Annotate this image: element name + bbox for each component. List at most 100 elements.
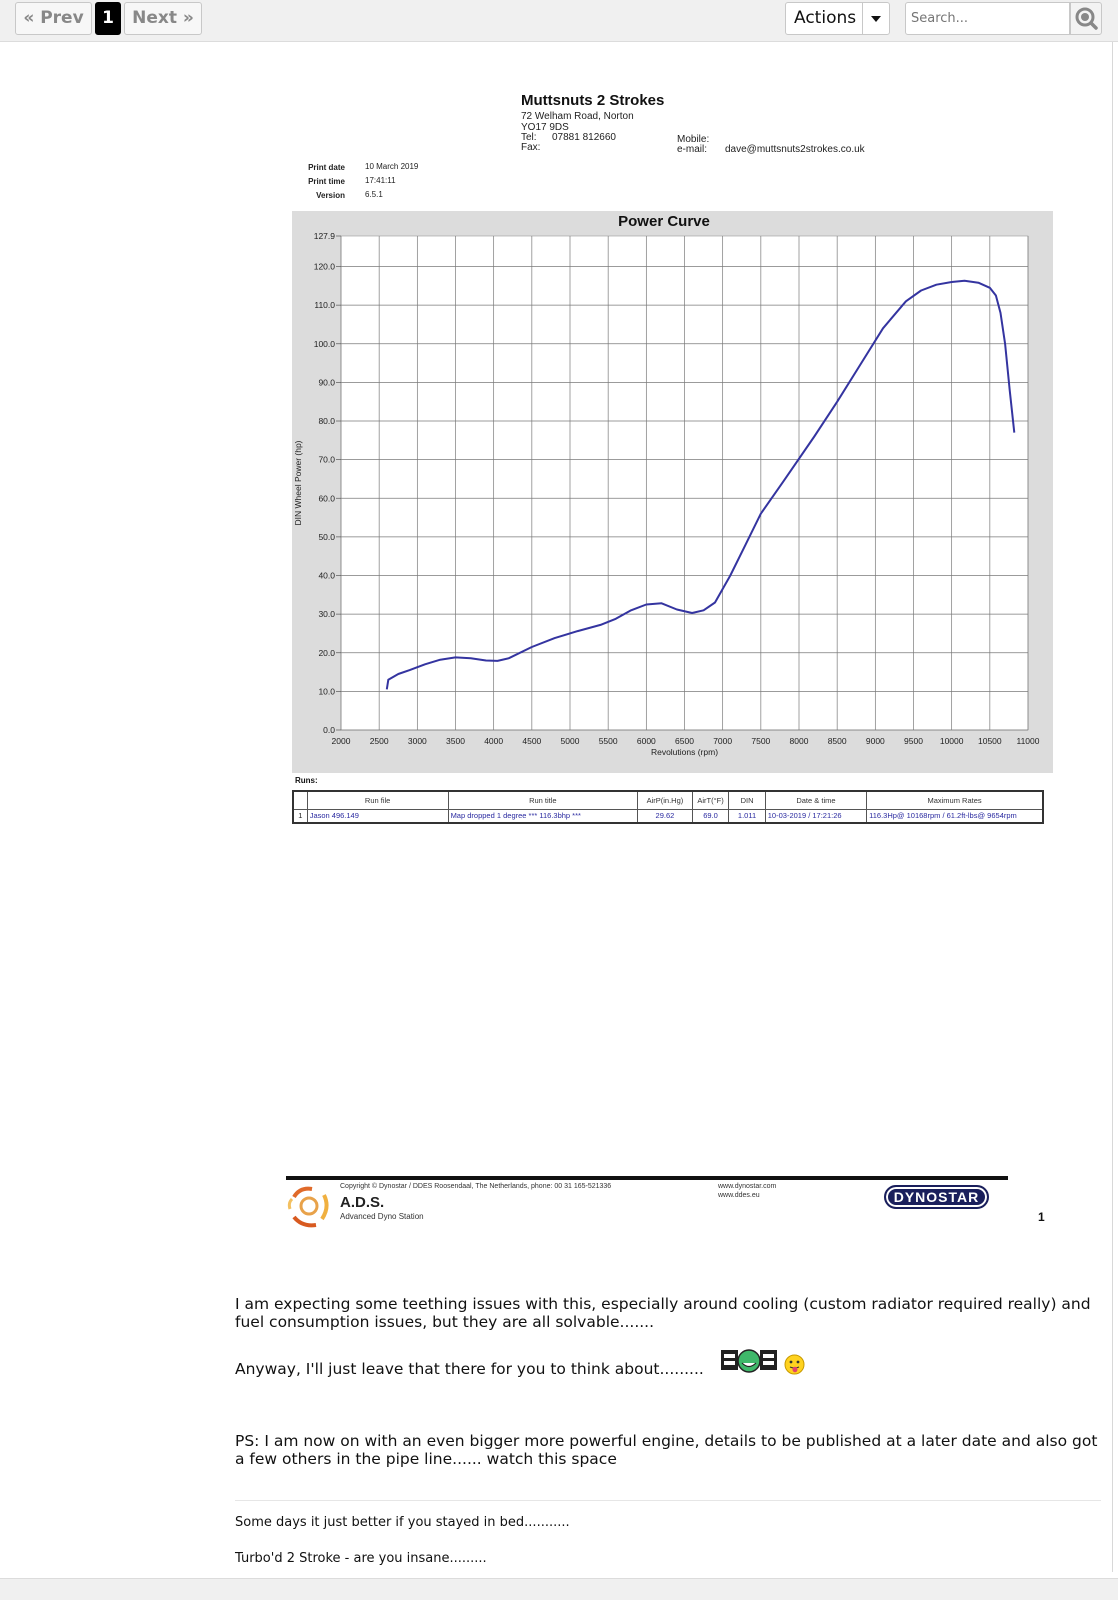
post-paragraph-2: Anyway, I'll just leave that there for y…	[235, 1360, 1101, 1378]
table-cell: 1.011	[728, 808, 766, 824]
x-tick-label: 7500	[751, 736, 770, 746]
y-tick-label: 0.0	[323, 725, 335, 735]
y-tick-label: 20.0	[318, 648, 335, 658]
runs-label: Runs:	[295, 776, 318, 785]
runs-col-max-rates: Maximum Rates	[866, 790, 1044, 810]
post-paragraph-1: I am expecting some teething issues with…	[235, 1295, 1091, 1331]
power-series-line	[385, 279, 1016, 690]
runs-col-airt: AirT(°F)	[691, 790, 730, 810]
print-time-label: Print time	[308, 177, 345, 186]
website-ddes: www.ddes.eu	[718, 1192, 760, 1199]
print-date-value: 10 March 2019	[365, 162, 419, 171]
dynostar-logo: DYNOSTAR	[884, 1185, 989, 1209]
company-tel: 07881 812660	[552, 132, 616, 143]
x-tick-label: 10500	[978, 736, 1002, 746]
x-tick-label: 7000	[713, 736, 732, 746]
chevron-down-icon	[862, 3, 889, 34]
company-email: dave@muttsnuts2strokes.co.uk	[725, 144, 865, 155]
x-tick-label: 6000	[637, 736, 656, 746]
y-tick-label: 110.0	[314, 300, 335, 310]
x-tick-label: 9500	[904, 736, 923, 746]
x-tick-label: 5000	[561, 736, 580, 746]
power-curve-chart: Power Curve 2000 2500 3000 3500 4000 4500 5000 5…	[292, 211, 1053, 773]
y-tick-label: 80.0	[318, 416, 335, 426]
search-button[interactable]	[1070, 2, 1102, 35]
runs-table-header: Run file Run title AirP(in.Hg) AirT(°F) …	[292, 790, 1044, 810]
table-row: 1 Jason 496.149 Map dropped 1 degree ***…	[292, 808, 1044, 824]
table-cell: 69.0	[691, 808, 730, 824]
print-time-value: 17:41:11	[365, 176, 396, 185]
x-tick-label: 8500	[828, 736, 847, 746]
ads-subtitle: Advanced Dyno Station	[340, 1212, 424, 1221]
content-border	[1112, 42, 1113, 1572]
current-page-button[interactable]: 1	[95, 2, 121, 35]
x-tick-label: 9000	[866, 736, 885, 746]
x-tick-label: 3000	[408, 736, 427, 746]
x-tick-label: 10000	[940, 736, 964, 746]
table-cell: 1	[292, 808, 308, 824]
y-tick-label: 70.0	[318, 455, 335, 465]
company-email-label: e-mail:	[677, 144, 708, 155]
actions-label: Actions	[794, 8, 857, 28]
bottom-toolbar	[0, 1578, 1118, 1600]
headbang-emoji-icon	[721, 1349, 777, 1373]
actions-dropdown[interactable]: Actions	[785, 2, 890, 35]
signature-line-1: Some days it just better if you stayed i…	[235, 1515, 570, 1530]
power-curve-svg: Power Curve 2000 2500 3000 3500 4000 4500 5000 5…	[293, 213, 1040, 757]
runs-col-date-time: Date & time	[764, 790, 868, 810]
x-tick-label: 8000	[790, 736, 809, 746]
x-axis-label: Revolutions (rpm)	[651, 747, 718, 757]
version-value: 6.5.1	[365, 190, 383, 199]
x-tick-label: 4000	[484, 736, 503, 746]
runs-col-run-file: Run file	[306, 790, 449, 810]
table-cell: 10-03-2019 / 17:21:26	[764, 808, 868, 824]
prev-page-button[interactable]: « Prev	[15, 2, 92, 35]
table-cell: 29.62	[637, 808, 693, 824]
table-cell: Jason 496.149	[306, 808, 449, 824]
footer-rule	[286, 1176, 1008, 1180]
sheet-page-number: 1	[1038, 1210, 1045, 1224]
y-tick-label: 60.0	[318, 493, 335, 503]
x-tick-label: 5500	[599, 736, 618, 746]
post-paragraph-3: PS: I am now on with an even bigger more…	[235, 1432, 1098, 1468]
post-paragraph-2-text: Anyway, I'll just leave that there for y…	[235, 1360, 704, 1378]
runs-col-index	[292, 790, 308, 810]
y-tick-label: 40.0	[318, 571, 335, 581]
signature-line-2: Turbo'd 2 Stroke - are you insane.......…	[235, 1551, 487, 1566]
company-address-2: YO17 9DS	[521, 122, 569, 133]
company-fax-label: Fax:	[521, 142, 541, 153]
x-tick-label: 2000	[332, 736, 351, 746]
next-page-button[interactable]: Next »	[124, 2, 202, 35]
y-tick-label: 120.0	[314, 262, 336, 272]
y-tick-label: 50.0	[318, 532, 335, 542]
dyno-sheet: Muttsnuts 2 Strokes 72 Welham Road, Nort…	[0, 42, 1112, 1262]
y-axis-label: DIN Wheel Power (hp)	[293, 440, 303, 525]
company-mobile-label: Mobile:	[677, 134, 710, 145]
x-tick-label: 3500	[446, 736, 465, 746]
ads-logo-icon	[287, 1186, 329, 1228]
x-tick-label: 2500	[370, 736, 389, 746]
website-dynostar: www.dynostar.com	[718, 1183, 777, 1190]
y-tick-label: 127.9	[314, 231, 336, 241]
print-date-label: Print date	[308, 163, 345, 172]
ads-name: A.D.S.	[340, 1194, 385, 1211]
search-input[interactable]	[905, 2, 1070, 35]
y-tick-label: 90.0	[318, 377, 335, 387]
pagination-toolbar: « Prev 1 Next » Actions	[0, 0, 1118, 42]
search-icon	[1075, 7, 1098, 30]
y-tick-label: 10.0	[318, 686, 335, 696]
company-address-1: 72 Welham Road, Norton	[521, 111, 634, 122]
y-tick-label: 30.0	[318, 609, 335, 619]
version-label: Version	[316, 191, 345, 200]
signature-divider	[235, 1500, 1101, 1501]
table-cell: Map dropped 1 degree *** 116.3bhp ***	[447, 808, 639, 824]
company-name: Muttsnuts 2 Strokes	[521, 92, 665, 109]
runs-col-run-title: Run title	[447, 790, 639, 810]
tongue-emoji-icon	[784, 1354, 805, 1375]
chart-title: Power Curve	[618, 213, 710, 230]
x-tick-label: 11000	[1016, 736, 1039, 746]
runs-col-din: DIN	[728, 790, 766, 810]
copyright-text: Copyright © Dynostar / DDES Roosendaal, …	[340, 1183, 612, 1190]
runs-table: Run file Run title AirP(in.Hg) AirT(°F) …	[292, 790, 1044, 824]
x-tick-label: 4500	[522, 736, 541, 746]
